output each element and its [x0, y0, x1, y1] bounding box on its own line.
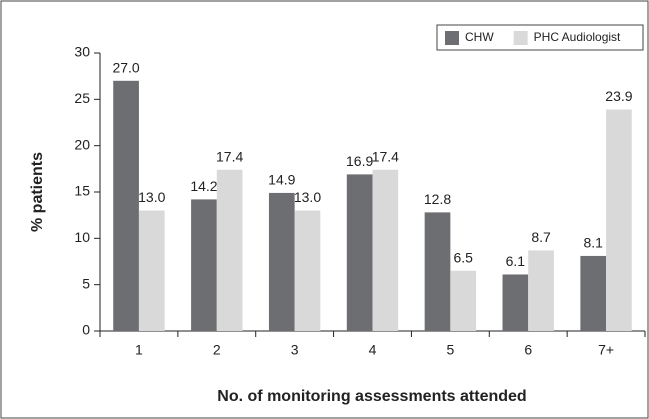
y-tick-label: 5 — [82, 275, 90, 291]
bar — [580, 255, 607, 331]
y-tick-label: 0 — [82, 322, 90, 338]
value-label: 13.0 — [294, 189, 321, 205]
value-label: 17.4 — [216, 148, 243, 164]
legend-label: PHC Audiologist — [534, 30, 621, 44]
x-tick-label: 4 — [369, 342, 377, 358]
value-label: 17.4 — [372, 148, 399, 164]
x-axis-label: No. of monitoring assessments attended — [217, 388, 526, 405]
bar — [191, 199, 217, 331]
value-label: 6.1 — [506, 253, 526, 269]
value-label: 13.0 — [138, 189, 165, 205]
bar — [216, 169, 243, 331]
value-label: 27.0 — [112, 60, 139, 76]
bar — [528, 250, 554, 331]
bar — [346, 174, 373, 331]
y-tick-label: 15 — [74, 183, 90, 199]
legend-swatch — [445, 31, 459, 45]
value-label: 16.9 — [346, 153, 373, 169]
y-tick-label: 30 — [74, 44, 90, 60]
y-tick-label: 20 — [74, 136, 90, 152]
bar — [294, 210, 321, 331]
bar — [372, 169, 399, 331]
bar — [424, 212, 451, 331]
x-tick-label: 7+ — [598, 342, 614, 358]
legend-box — [436, 24, 644, 51]
bar — [113, 80, 139, 331]
value-label: 8.7 — [531, 229, 551, 245]
x-tick-label: 3 — [291, 342, 299, 358]
bar — [268, 192, 295, 331]
bar — [138, 210, 165, 331]
legend-label: CHW — [465, 30, 494, 44]
value-label: 6.5 — [453, 249, 473, 265]
x-tick-label: 5 — [446, 342, 454, 358]
x-tick-label: 2 — [213, 342, 221, 358]
legend-swatch — [513, 31, 528, 45]
value-label: 14.2 — [190, 178, 217, 194]
bar — [450, 270, 477, 331]
value-label: 8.1 — [583, 235, 603, 251]
value-label: 23.9 — [605, 88, 632, 104]
x-tick-label: 6 — [524, 342, 532, 358]
x-tick-label: 1 — [135, 342, 143, 358]
y-tick-label: 25 — [74, 90, 90, 106]
y-axis-label: % patients — [29, 152, 46, 232]
bar — [606, 109, 632, 331]
value-label: 12.8 — [424, 191, 451, 207]
bar — [502, 274, 529, 331]
y-tick-label: 10 — [74, 229, 90, 245]
value-label: 14.9 — [268, 172, 295, 188]
